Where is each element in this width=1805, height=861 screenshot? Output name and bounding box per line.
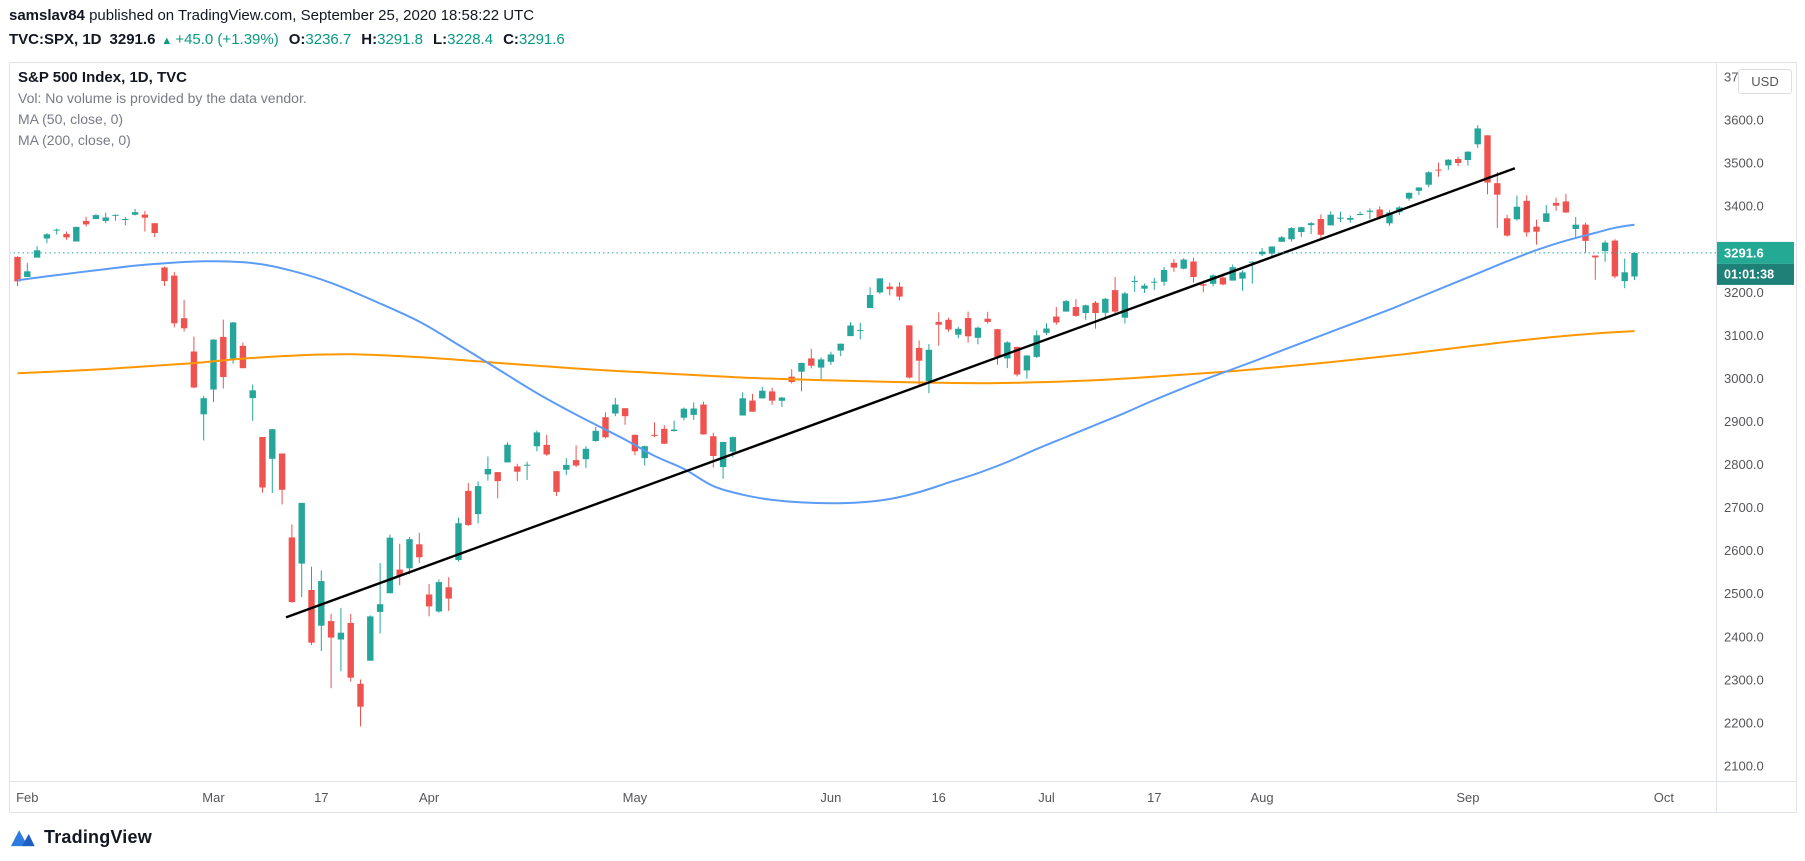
svg-text:Apr: Apr xyxy=(419,790,440,805)
svg-text:2500.0: 2500.0 xyxy=(1724,586,1764,601)
publish-text: published on TradingView.com, September … xyxy=(84,7,535,24)
ma50-line xyxy=(17,223,1635,505)
svg-text:2400.0: 2400.0 xyxy=(1724,629,1764,644)
svg-text:3291.6: 3291.6 xyxy=(1724,245,1764,260)
svg-text:2700.0: 2700.0 xyxy=(1724,500,1764,515)
price-change: +45.0 (+1.39%) xyxy=(175,31,279,48)
price-axis[interactable]: 2100.0 2200.0 2300.0 2400.0 2500.0 2600.0 2700… xyxy=(1724,70,1764,774)
svg-text:01:01:38: 01:01:38 xyxy=(1724,267,1774,281)
svg-text:Sep: Sep xyxy=(1456,790,1479,805)
tradingview-logo-text[interactable]: TradingView xyxy=(44,827,152,847)
ohlc-close: C:3291.6 xyxy=(503,31,565,48)
svg-text:2300.0: 2300.0 xyxy=(1724,672,1764,687)
svg-text:3100.0: 3100.0 xyxy=(1724,328,1764,343)
time-axis[interactable]: Feb Mar 17 Apr May Jun 16 Jul 17 Aug Sep Oct xyxy=(16,790,1674,805)
svg-text:3000.0: 3000.0 xyxy=(1724,371,1764,386)
svg-text:17: 17 xyxy=(314,790,328,805)
svg-text:2800.0: 2800.0 xyxy=(1724,457,1764,472)
header: samslav84 published on TradingView.com, … xyxy=(9,6,565,51)
svg-text:Jul: Jul xyxy=(1038,790,1055,805)
svg-text:3400.0: 3400.0 xyxy=(1724,199,1764,214)
svg-text:3500.0: 3500.0 xyxy=(1724,156,1764,171)
footer: TradingView xyxy=(9,824,152,851)
symbol-title: TVC:SPX, 1D xyxy=(9,31,102,48)
up-triangle-icon: ▲ xyxy=(161,35,173,47)
ohlc-high: H:3291.8 xyxy=(361,31,423,48)
trendline[interactable] xyxy=(285,167,1516,619)
countdown-label: 01:01:38 xyxy=(1717,263,1794,285)
candles-layer xyxy=(14,125,1638,727)
svg-text:May: May xyxy=(623,790,648,805)
svg-text:Jun: Jun xyxy=(820,790,841,805)
currency-toggle-button[interactable]: USD xyxy=(1738,69,1792,94)
svg-text:Oct: Oct xyxy=(1654,790,1675,805)
author-name: samslav84 xyxy=(9,7,85,24)
chart-pane[interactable]: 2100.0 2200.0 2300.0 2400.0 2500.0 2600.0 2700… xyxy=(9,62,1797,813)
svg-text:2200.0: 2200.0 xyxy=(1724,715,1764,730)
svg-text:Feb: Feb xyxy=(16,790,38,805)
svg-text:Aug: Aug xyxy=(1251,790,1274,805)
svg-text:17: 17 xyxy=(1147,790,1161,805)
svg-text:3600.0: 3600.0 xyxy=(1724,113,1764,128)
svg-text:2600.0: 2600.0 xyxy=(1724,543,1764,558)
svg-text:16: 16 xyxy=(931,790,945,805)
ma200-line xyxy=(17,330,1635,385)
svg-text:2100.0: 2100.0 xyxy=(1724,758,1764,773)
current-price-label: 3291.6 xyxy=(1717,241,1794,264)
ohlc-open: O:3236.7 xyxy=(288,31,352,48)
ohlc-low: L:3228.4 xyxy=(433,31,494,48)
last-price: 3291.6 xyxy=(109,31,156,48)
price-chart[interactable]: 2100.0 2200.0 2300.0 2400.0 2500.0 2600.0 2700… xyxy=(9,62,1797,813)
svg-text:Mar: Mar xyxy=(202,790,225,805)
tradingview-logo-icon[interactable] xyxy=(9,824,36,851)
symbol-bar: TVC:SPX, 1D 3291.6 ▲ +45.0 (+1.39%) O:32… xyxy=(9,30,565,51)
publish-info: samslav84 published on TradingView.com, … xyxy=(9,6,565,25)
svg-text:2900.0: 2900.0 xyxy=(1724,414,1764,429)
svg-text:3200.0: 3200.0 xyxy=(1724,285,1764,300)
